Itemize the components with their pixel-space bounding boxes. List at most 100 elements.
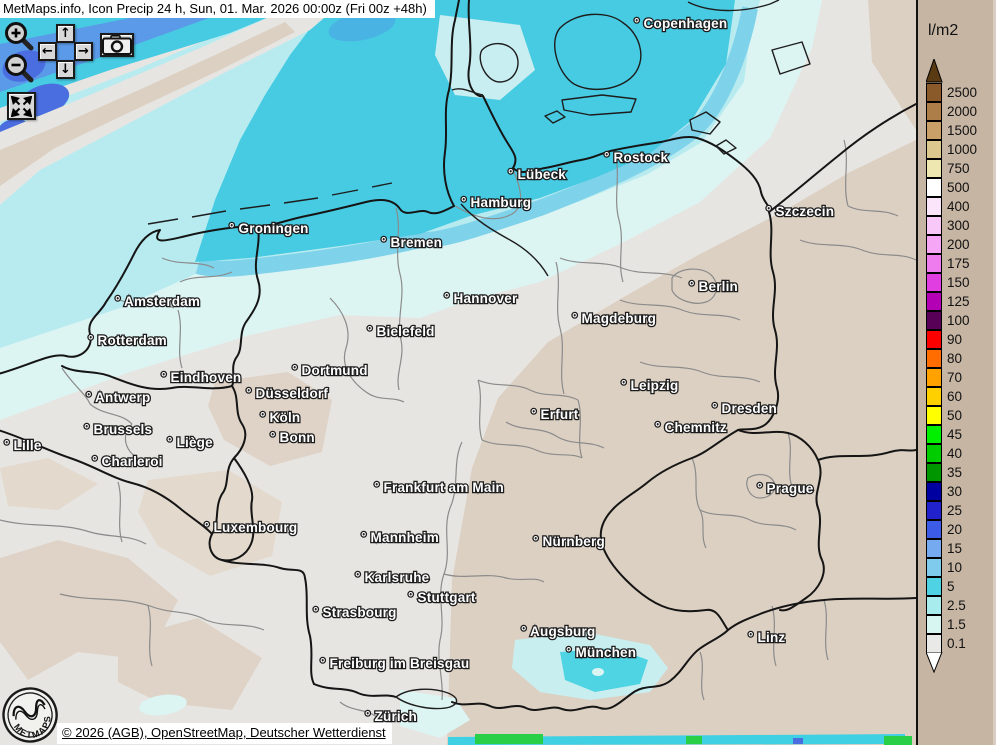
city-label: ° Lille — [4, 438, 42, 453]
legend-value: 70 — [947, 370, 963, 385]
legend-value: 2.5 — [947, 598, 966, 613]
legend-row: 60 — [926, 386, 977, 406]
attribution-links[interactable]: © 2026 (AGB), OpenStreetMap, Deutscher W… — [57, 723, 392, 744]
legend-swatch — [926, 291, 942, 311]
legend-row: 5 — [926, 576, 977, 596]
city-label: ° Frankfurt am Main — [374, 480, 504, 495]
legend-row: 90 — [926, 329, 977, 349]
city-label: ° Linz — [748, 630, 785, 645]
legend-swatch — [926, 329, 942, 349]
legend-value: 2500 — [947, 85, 978, 100]
city-label: ° Bonn — [270, 430, 315, 445]
city-label: ° Brussels — [84, 422, 152, 437]
city-label: ° Prague — [757, 481, 814, 496]
legend-value: 20 — [947, 522, 963, 537]
arrow-left-icon: ← — [42, 44, 53, 59]
legend-value: 1500 — [947, 123, 978, 138]
city-label: ° Köln — [260, 410, 300, 425]
legend-value: 1000 — [947, 142, 978, 157]
legend-value: 2000 — [947, 104, 978, 119]
legend-value: 80 — [947, 351, 963, 366]
legend-row: 150 — [926, 272, 977, 292]
legend-swatch — [926, 424, 942, 444]
city-label: ° Stuttgart — [408, 590, 476, 605]
fullscreen-button[interactable] — [7, 92, 36, 120]
legend-scale: 2500 2000 1500 1000 750 500 400 300 200 175 150 125… — [926, 83, 977, 653]
legend-swatch — [926, 576, 942, 596]
legend-row: 2500 — [926, 83, 977, 102]
legend-swatch — [926, 500, 942, 520]
legend-swatch — [926, 386, 942, 406]
legend-value: 35 — [947, 465, 963, 480]
legend-value: 1.5 — [947, 617, 966, 632]
wave-icon — [12, 699, 46, 720]
legend-value: 400 — [947, 199, 970, 214]
arrow-down-icon: ↓ — [60, 62, 71, 77]
city-label: ° Berlin — [689, 279, 738, 294]
city-label: ° Leipzig — [621, 378, 678, 393]
legend-swatch — [926, 367, 942, 387]
city-label: ° Mannheim — [361, 530, 439, 545]
city-label: ° Freiburg im Breisgau — [320, 656, 469, 671]
legend-row: 175 — [926, 253, 977, 273]
city-labels: ° Copenhagen ° Rostock ° Lübeck ° Hamburg ° … — [3, 15, 836, 726]
legend-swatch — [926, 177, 942, 197]
legend-value: 15 — [947, 541, 963, 556]
city-label: ° Strasbourg — [313, 605, 397, 620]
legend-row: 200 — [926, 234, 977, 254]
pan-right-button[interactable]: → — [74, 42, 93, 61]
city-label: ° Chemnitz — [655, 420, 727, 435]
city-label: ° Charleroi — [92, 454, 163, 469]
screenshot-button[interactable] — [100, 33, 134, 57]
legend-value: 25 — [947, 503, 963, 518]
legend-value: 200 — [947, 237, 970, 252]
legend-row: 1000 — [926, 139, 978, 159]
legend-row: 30 — [926, 481, 977, 501]
legend-row: 10 — [926, 557, 977, 577]
legend-swatch — [926, 519, 942, 539]
city-label: ° Erfurt — [531, 407, 579, 422]
country-borders — [0, 0, 916, 712]
legend-row: 500 — [926, 177, 977, 197]
legend-row: 300 — [926, 215, 977, 235]
magnifier-plus-icon — [5, 22, 34, 51]
legend-value: 300 — [947, 218, 970, 233]
camera-icon — [102, 35, 132, 55]
legend-row: 80 — [926, 348, 977, 368]
legend-swatch — [926, 557, 942, 577]
legend-row: 750 — [926, 158, 977, 178]
legend-row: 125 — [926, 291, 977, 311]
legend-swatch — [926, 348, 942, 368]
pan-down-button[interactable]: ↓ — [56, 60, 75, 79]
legend-value: 100 — [947, 313, 970, 328]
legend-unit-label: l/m2 — [928, 22, 959, 39]
legend-row: 2000 — [926, 101, 978, 121]
legend-swatch — [926, 253, 942, 273]
legend-swatch — [926, 443, 942, 463]
legend-value: 175 — [947, 256, 970, 271]
zoom-out-button[interactable] — [4, 53, 36, 85]
legend-value: 0.1 — [947, 636, 966, 651]
legend-row: 1500 — [926, 120, 978, 140]
map-canvas[interactable]: ° Copenhagen ° Rostock ° Lübeck ° Hamburg ° … — [0, 0, 916, 745]
legend-value: 90 — [947, 332, 963, 347]
legend-value: 50 — [947, 408, 963, 423]
legend-value: 30 — [947, 484, 963, 499]
city-label: ° Bielefeld — [367, 324, 435, 339]
zoom-in-button[interactable] — [4, 21, 36, 53]
city-label: ° Augsburg — [521, 624, 595, 639]
legend-swatch — [926, 462, 942, 482]
legend-value: 10 — [947, 560, 963, 575]
city-label: ° Dortmund — [292, 363, 368, 378]
legend-row: 70 — [926, 367, 977, 387]
city-label: ° Luxembourg — [204, 520, 297, 535]
pan-left-button[interactable]: ← — [38, 42, 57, 61]
legend-arrow-up — [926, 59, 943, 83]
legend-row: 20 — [926, 519, 977, 539]
legend-value: 150 — [947, 275, 970, 290]
legend-value: 750 — [947, 161, 970, 176]
legend-value: 40 — [947, 446, 963, 461]
legend-swatch — [926, 272, 942, 292]
pan-up-button[interactable]: ↑ — [56, 24, 75, 43]
legend-row: 35 — [926, 462, 977, 482]
